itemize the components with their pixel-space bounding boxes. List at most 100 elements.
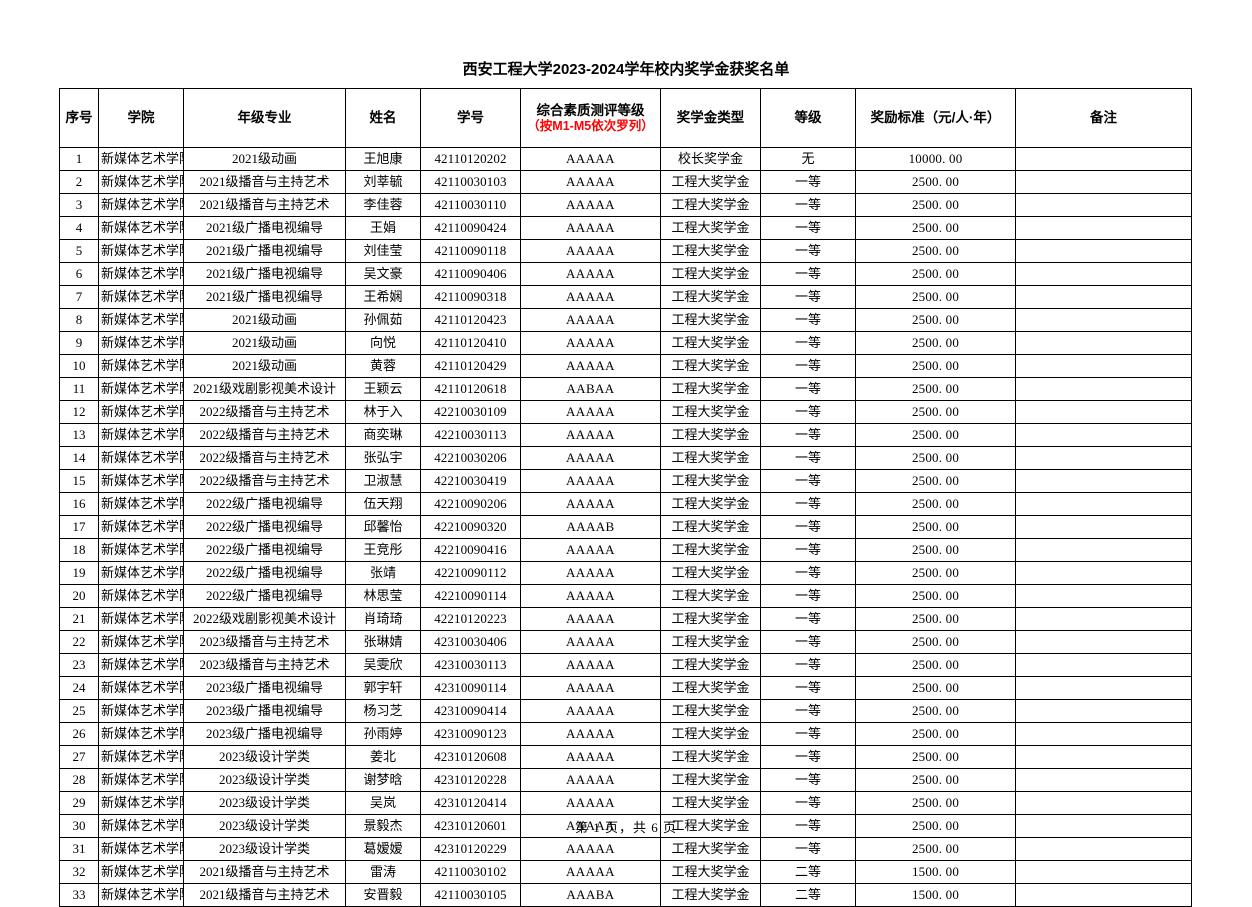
cell-college: 新媒体艺术学院 [98, 469, 184, 493]
cell-note [1015, 216, 1192, 240]
cell-grade: AAAAA [520, 561, 661, 585]
cell-index: 2 [59, 170, 99, 194]
cell-major: 2021级动画 [183, 354, 346, 378]
cell-scholarship-type: 工程大奖学金 [660, 538, 761, 562]
column-header-major: 年级专业 [183, 88, 346, 148]
cell-student-id: 42110090318 [420, 285, 521, 309]
cell-level: 一等 [760, 216, 856, 240]
cell-grade: AAAAA [520, 423, 661, 447]
cell-college: 新媒体艺术学院 [98, 722, 184, 746]
table-row: 3 新媒体艺术学院 2021级播音与主持艺术 李佳蓉 42110030110 AAAAA 工… [59, 193, 1192, 217]
cell-grade: AAAAA [520, 308, 661, 332]
cell-grade: AAAAA [520, 538, 661, 562]
cell-major: 2023级设计学类 [183, 768, 346, 792]
cell-level: 一等 [760, 561, 856, 585]
cell-scholarship-type: 工程大奖学金 [660, 262, 761, 286]
cell-level: 一等 [760, 584, 856, 608]
cell-amount: 2500. 00 [855, 607, 1016, 631]
cell-college: 新媒体艺术学院 [98, 768, 184, 792]
table-row: 32 新媒体艺术学院 2021级播音与主持艺术 雷涛 42110030102 AAAAA 工… [59, 860, 1192, 884]
cell-grade: AAAAA [520, 492, 661, 516]
cell-index: 26 [59, 722, 99, 746]
cell-name: 王颖云 [345, 377, 421, 401]
cell-student-id: 42110120618 [420, 377, 521, 401]
cell-note [1015, 515, 1192, 539]
cell-college: 新媒体艺术学院 [98, 653, 184, 677]
cell-index: 33 [59, 883, 99, 907]
cell-note [1015, 837, 1192, 861]
cell-note [1015, 630, 1192, 654]
cell-college: 新媒体艺术学院 [98, 837, 184, 861]
column-header-college: 学院 [98, 88, 184, 148]
cell-amount: 2500. 00 [855, 400, 1016, 424]
cell-amount: 2500. 00 [855, 699, 1016, 723]
cell-scholarship-type: 工程大奖学金 [660, 492, 761, 516]
table-row: 24 新媒体艺术学院 2023级广播电视编导 郭宇轩 42310090114 AAAAA 工… [59, 676, 1192, 700]
cell-name: 王竞彤 [345, 538, 421, 562]
cell-name: 卫淑慧 [345, 469, 421, 493]
cell-note [1015, 262, 1192, 286]
cell-scholarship-type: 工程大奖学金 [660, 745, 761, 769]
cell-scholarship-type: 工程大奖学金 [660, 446, 761, 470]
cell-level: 无 [760, 147, 856, 171]
cell-grade: AAAAA [520, 193, 661, 217]
cell-major: 2023级广播电视编导 [183, 722, 346, 746]
cell-scholarship-type: 校长奖学金 [660, 147, 761, 171]
cell-name: 张靖 [345, 561, 421, 585]
cell-amount: 2500. 00 [855, 423, 1016, 447]
column-header-level: 等级 [760, 88, 856, 148]
cell-amount: 2500. 00 [855, 354, 1016, 378]
cell-scholarship-type: 工程大奖学金 [660, 837, 761, 861]
cell-level: 一等 [760, 446, 856, 470]
cell-level: 一等 [760, 285, 856, 309]
cell-scholarship-type: 工程大奖学金 [660, 791, 761, 815]
cell-level: 一等 [760, 377, 856, 401]
cell-major: 2021级动画 [183, 147, 346, 171]
cell-note [1015, 193, 1192, 217]
cell-amount: 2500. 00 [855, 193, 1016, 217]
cell-amount: 2500. 00 [855, 377, 1016, 401]
cell-level: 一等 [760, 170, 856, 194]
cell-note [1015, 768, 1192, 792]
cell-level: 一等 [760, 653, 856, 677]
cell-scholarship-type: 工程大奖学金 [660, 193, 761, 217]
cell-college: 新媒体艺术学院 [98, 354, 184, 378]
cell-student-id: 42310120229 [420, 837, 521, 861]
cell-scholarship-type: 工程大奖学金 [660, 308, 761, 332]
page-footer: 第 1 页，共 6 页 [574, 820, 677, 835]
cell-note [1015, 860, 1192, 884]
cell-college: 新媒体艺术学院 [98, 883, 184, 907]
cell-grade: AAAAA [520, 469, 661, 493]
cell-scholarship-type: 工程大奖学金 [660, 584, 761, 608]
cell-student-id: 42110030103 [420, 170, 521, 194]
cell-note [1015, 538, 1192, 562]
cell-note [1015, 239, 1192, 263]
cell-index: 27 [59, 745, 99, 769]
cell-amount: 2500. 00 [855, 239, 1016, 263]
table-row: 26 新媒体艺术学院 2023级广播电视编导 孙雨婷 42310090123 AAAAA 工… [59, 722, 1192, 746]
table-row: 30 新媒体艺术学院 2023级设计学类 景毅杰 42310120601 AAAAA 工程大… [59, 814, 1192, 838]
cell-student-id: 42310090414 [420, 699, 521, 723]
cell-student-id: 42210090320 [420, 515, 521, 539]
cell-college: 新媒体艺术学院 [98, 699, 184, 723]
table-row: 33 新媒体艺术学院 2021级播音与主持艺术 安晋毅 42110030105 AAABA… [59, 883, 1192, 907]
cell-major: 2022级广播电视编导 [183, 492, 346, 516]
cell-index: 18 [59, 538, 99, 562]
cell-index: 30 [59, 814, 99, 838]
table-row: 19 新媒体艺术学院 2022级广播电视编导 张靖 42210090112 AAAAA 工程… [59, 561, 1192, 585]
cell-name: 李佳蓉 [345, 193, 421, 217]
cell-college: 新媒体艺术学院 [98, 216, 184, 240]
cell-grade: AAAAA [520, 400, 661, 424]
award-table-container: 序号 学院 年级专业 姓名 学号 综合素质测评等级 （按M1-M5依次罗列） 奖… [59, 88, 1192, 907]
column-header-grade-note: （按M1-M5依次罗列） [527, 118, 654, 133]
cell-college: 新媒体艺术学院 [98, 676, 184, 700]
cell-student-id: 42110090406 [420, 262, 521, 286]
cell-name: 林于入 [345, 400, 421, 424]
table-row: 29 新媒体艺术学院 2023级设计学类 吴岚 42310120414 AAAAA 工程大奖… [59, 791, 1192, 815]
cell-college: 新媒体艺术学院 [98, 285, 184, 309]
cell-grade: AAAAA [520, 860, 661, 884]
cell-grade: AAAAA [520, 331, 661, 355]
cell-index: 15 [59, 469, 99, 493]
cell-grade: AAAAA [520, 653, 661, 677]
cell-index: 6 [59, 262, 99, 286]
